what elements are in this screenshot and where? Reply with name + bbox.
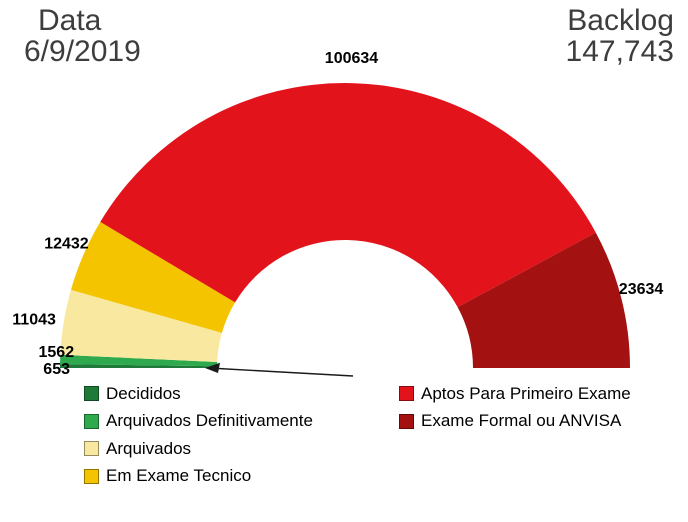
slice-aptos-para-primeiro-exame[interactable] [100,83,596,308]
legend-item[interactable]: Decididos [84,380,313,408]
slice-value-label: 12432 [44,236,89,253]
backlog-label: Backlog [567,4,674,37]
legend-label: Arquivados [106,438,192,458]
slice-arquivados-definitivamente[interactable] [60,354,218,367]
annotation-arrow [205,362,354,377]
slice-value-label: 11043 [12,311,56,328]
legend-column-right: Aptos Para Primeiro Exame Exame Formal ou… [399,380,631,435]
legend-label: Decididos [106,383,181,403]
legend-item[interactable]: Exame Formal ou ANVISA [399,408,631,436]
legend-item[interactable]: Arquivados [84,435,313,463]
backlog-value: 147,743 [565,35,674,68]
arrow-head [205,362,220,373]
legend-swatch [399,386,414,402]
legend-label: Arquivados Definitivamente [106,411,313,431]
slice-value-label: 1562 [39,344,75,361]
legend-swatch [84,386,99,402]
slice-decididos[interactable] [60,364,218,368]
date-value: 6/9/2019 [24,35,141,68]
slice-value-label: 100634 [325,50,378,67]
legend-swatch [84,468,99,484]
donut-slices [60,83,630,368]
slice-exame-formal-ou-anvisa[interactable] [457,232,630,368]
slice-arquivados[interactable] [60,289,222,363]
slice-value-label: 653 [43,361,70,378]
date-label: Data [38,4,102,37]
arrow-line [217,367,354,377]
legend-swatch [84,413,99,429]
legend-label: Exame Formal ou ANVISA [421,411,622,431]
legend-column-left: Decididos Arquivados Definitivamente Arqui… [84,380,313,490]
legend-item[interactable]: Aptos Para Primeiro Exame [399,380,631,408]
legend-item[interactable]: Arquivados Definitivamente [84,408,313,436]
slice-value-label: 23634 [619,281,664,298]
date-header: Data 6/9/2019 [24,5,141,67]
slice-em-exame-tecnico[interactable] [70,221,236,333]
backlog-header: Backlog 147,743 [566,5,674,67]
legend-swatch [84,441,99,457]
legend-item[interactable]: Em Exame Tecnico [84,463,313,491]
legend-label: Em Exame Tecnico [106,466,252,486]
legend-swatch [399,413,414,429]
legend-label: Aptos Para Primeiro Exame [421,383,631,403]
